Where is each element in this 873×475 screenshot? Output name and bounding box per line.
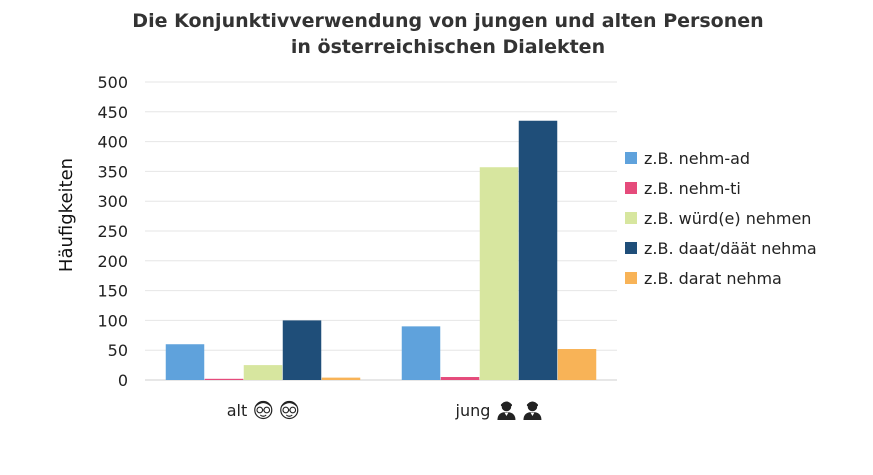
legend-item-5: z.B. darat nehma: [625, 269, 782, 288]
legend-item-2: z.B. nehm-ti: [625, 179, 741, 198]
y-tick-label: 150: [97, 282, 128, 301]
y-axis-ticks: 0 50 100 150 200 250 300 350 400 450 500: [97, 73, 128, 390]
legend-label: z.B. daat/däät nehma: [644, 239, 817, 258]
y-tick-label: 450: [97, 103, 128, 122]
bar-alt-series-2: [204, 378, 244, 380]
y-tick-label: 200: [97, 252, 128, 271]
bar-jung-series-2: [440, 377, 480, 380]
legend-swatch: [625, 212, 637, 224]
legend-swatch: [625, 152, 637, 164]
x-axis: alt jung: [227, 400, 542, 420]
bar-jung-series-4: [518, 120, 558, 381]
elderly-face-icon: [254, 400, 273, 420]
elderly-face-icon: [280, 400, 299, 420]
bar-alt-series-5: [321, 377, 361, 380]
young-person-icon: [497, 401, 516, 420]
x-tick-label: alt: [227, 401, 248, 420]
y-tick-label: 100: [97, 311, 128, 330]
legend-swatch: [625, 242, 637, 254]
x-tick-label: jung: [455, 401, 491, 420]
legend-swatch: [625, 272, 637, 284]
bar-jung-series-1: [401, 326, 441, 380]
y-axis-label: Häufigkeiten: [56, 158, 77, 272]
y-tick-label: 250: [97, 222, 128, 241]
legend-item-3: z.B. würd(e) nehmen: [625, 209, 811, 228]
bar-alt-series-4: [282, 320, 322, 380]
chart-title-line-1: Die Konjunktivverwendung von jungen und …: [132, 10, 763, 32]
legend-item-1: z.B. nehm-ad: [625, 149, 750, 168]
young-person-icon: [523, 401, 542, 420]
y-tick-label: 400: [97, 133, 128, 152]
chart-title-line-2: in österreichischen Dialekten: [291, 36, 605, 58]
legend-label: z.B. nehm-ad: [644, 149, 750, 168]
y-tick-label: 300: [97, 192, 128, 211]
bar-jung-series-3: [479, 167, 519, 380]
bar-alt-series-1: [165, 344, 205, 380]
legend-label: z.B. würd(e) nehmen: [644, 209, 811, 228]
x-category-alt: alt: [227, 400, 299, 420]
bar-alt-series-3: [243, 365, 283, 380]
y-tick-label: 50: [108, 341, 128, 360]
y-tick-label: 500: [97, 73, 128, 92]
bars: [165, 120, 597, 381]
legend-label: z.B. darat nehma: [644, 269, 782, 288]
x-category-jung: jung: [455, 401, 542, 420]
legend: z.B. nehm-ad z.B. nehm-ti z.B. würd(e) neh…: [625, 149, 817, 288]
y-tick-label: 0: [118, 371, 128, 390]
legend-item-4: z.B. daat/däät nehma: [625, 239, 817, 258]
bar-jung-series-5: [557, 349, 597, 380]
y-tick-label: 350: [97, 162, 128, 181]
legend-swatch: [625, 182, 637, 194]
legend-label: z.B. nehm-ti: [644, 179, 741, 198]
grid: [145, 81, 617, 381]
